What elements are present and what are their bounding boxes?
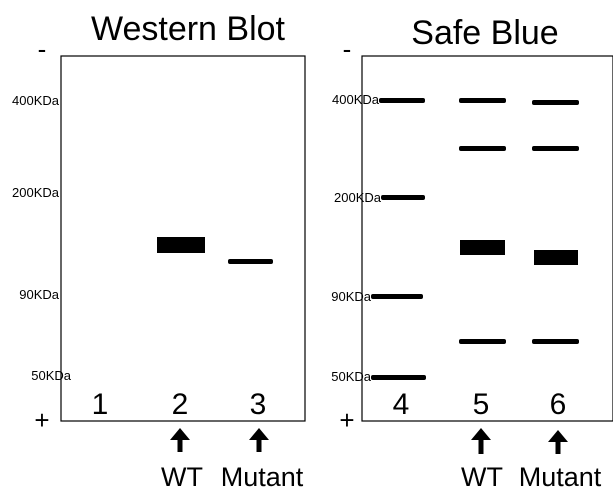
ladder-band-90kda [371, 294, 423, 299]
caption-wt: WT [461, 462, 503, 491]
lane-number: 2 [172, 388, 189, 421]
arrow-up-icon [548, 430, 568, 454]
band-lane-6 [532, 339, 579, 344]
band-lane-3-mutant [228, 259, 273, 264]
band-lane-2-wt [157, 237, 205, 253]
negative-pole-label: - [343, 34, 352, 64]
marker-label-200kda: 200KDa [12, 185, 60, 200]
marker-label-400kda: 400KDa [332, 92, 380, 107]
lane-number: 1 [92, 388, 109, 421]
caption-wt: WT [161, 462, 203, 491]
band-lane-5 [459, 146, 506, 151]
panel-title: Western Blot [91, 10, 286, 48]
arrow-up-icon [170, 428, 190, 452]
band-lane-6 [534, 250, 578, 265]
marker-label-50kda: 50KDa [331, 369, 372, 384]
ladder-band-50kda [371, 375, 426, 380]
safe-blue-panel: Safe Blue - + 400KDa 200KDa 90KDa 50KDa … [331, 14, 613, 491]
ladder-band-200kda [381, 195, 425, 200]
gel-frame [60, 55, 306, 422]
caption-mutant: Mutant [519, 462, 602, 491]
band-lane-5 [459, 98, 506, 103]
lane-number: 6 [550, 388, 567, 421]
positive-pole-label: + [34, 405, 49, 435]
lane-number: 4 [393, 388, 410, 421]
marker-label-400kda: 400KDa [12, 93, 60, 108]
panel-title: Safe Blue [411, 14, 558, 52]
arrow-up-icon [471, 428, 491, 454]
marker-label-200kda: 200KDa [334, 190, 382, 205]
gel-frame [361, 55, 613, 422]
band-lane-6 [532, 100, 579, 105]
lane-number: 5 [473, 388, 490, 421]
arrow-up-icon [249, 428, 269, 452]
band-lane-5 [460, 240, 505, 255]
caption-mutant: Mutant [221, 462, 304, 491]
ladder-band-400kda [379, 98, 425, 103]
positive-pole-label: + [339, 405, 354, 435]
marker-label-50kda: 50KDa [31, 368, 72, 383]
negative-pole-label: - [38, 34, 47, 64]
marker-label-90kda: 90KDa [331, 289, 372, 304]
lane-number: 3 [250, 388, 267, 421]
marker-label-90kda: 90KDa [19, 287, 60, 302]
band-lane-6 [532, 146, 579, 151]
band-lane-5 [459, 339, 506, 344]
western-blot-panel: Western Blot - + 400KDa 200KDa 90KDa 50K… [12, 10, 306, 491]
